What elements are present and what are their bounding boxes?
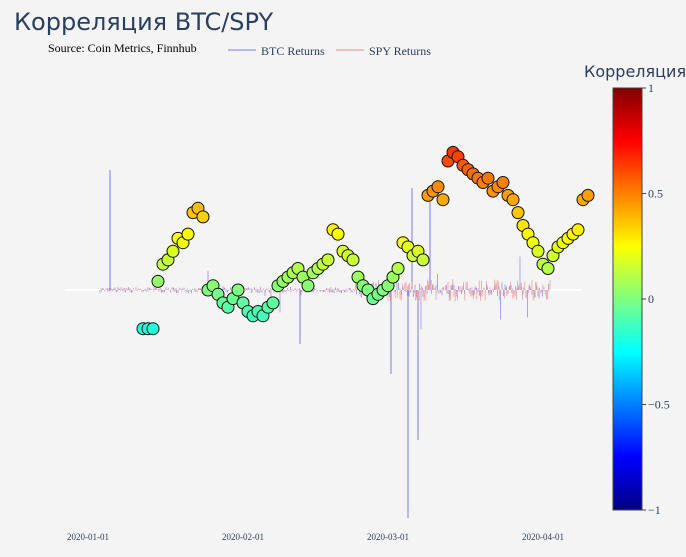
btc-returns-series — [99, 170, 549, 518]
correlation-point — [166, 244, 180, 258]
correlation-point — [416, 253, 430, 267]
correlation-point — [146, 322, 160, 336]
colorbar: Корреляция 1 0.5 0 −0.5 −1 — [584, 62, 686, 517]
x-tick-label: 2020-01-01 — [67, 532, 109, 542]
colorbar-tick-label: 0 — [648, 292, 654, 306]
colorbar-tick-label: 1 — [648, 81, 654, 95]
correlation-point — [431, 180, 445, 194]
legend-spy-label: SPY Returns — [369, 44, 431, 58]
correlation-point — [506, 193, 520, 207]
correlation-point — [231, 283, 245, 297]
correlation-point — [301, 279, 315, 293]
correlation-point — [196, 210, 210, 224]
colorbar-tick-label: −0.5 — [648, 398, 670, 412]
correlation-point — [181, 227, 195, 241]
chart-title: Корреляция BTC/SPY — [14, 8, 273, 36]
correlation-point — [481, 171, 495, 185]
x-tick-label: 2020-04-01 — [522, 532, 564, 542]
correlation-point — [151, 274, 165, 288]
correlation-point — [266, 296, 280, 310]
correlation-point — [571, 223, 585, 237]
legend[interactable]: BTC Returns SPY Returns — [228, 44, 431, 58]
x-axis: 2020-01-01 2020-02-01 2020-03-01 2020-04-01 — [67, 532, 564, 542]
correlation-point — [531, 244, 545, 258]
correlation-point — [346, 253, 360, 267]
x-tick-label: 2020-02-01 — [222, 532, 264, 542]
correlation-point — [391, 262, 405, 275]
correlation-point — [541, 262, 555, 275]
legend-btc-label: BTC Returns — [261, 44, 325, 58]
correlation-point — [511, 206, 525, 220]
correlation-point — [496, 176, 510, 189]
correlation-series — [136, 145, 595, 336]
correlation-point — [321, 253, 335, 267]
colorbar-tick-label: 0.5 — [648, 187, 663, 201]
correlation-point — [436, 193, 450, 207]
colorbar-title: Корреляция — [584, 62, 686, 81]
correlation-point — [581, 188, 595, 202]
x-tick-label: 2020-03-01 — [367, 532, 409, 542]
colorbar-tick-label: −1 — [648, 503, 661, 517]
correlation-point — [331, 227, 345, 241]
colorbar-gradient — [612, 87, 643, 511]
chart-subtitle: Source: Coin Metrics, Finnhub — [48, 41, 197, 55]
